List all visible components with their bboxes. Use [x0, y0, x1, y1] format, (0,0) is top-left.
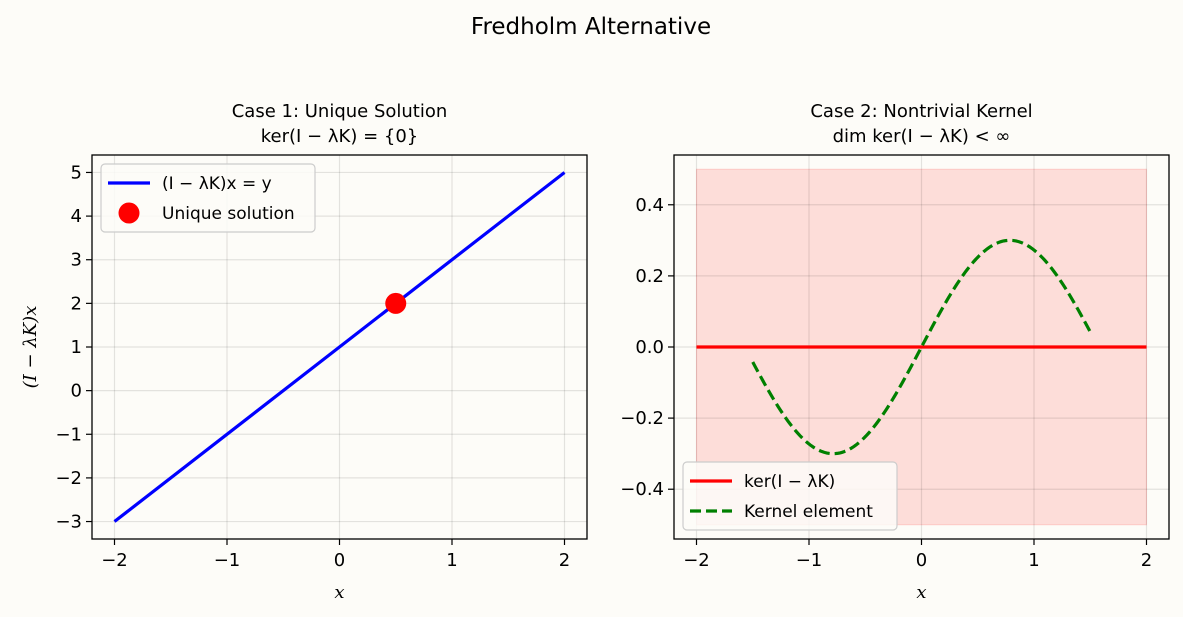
y-tick-label: −0.2	[620, 408, 664, 429]
x-tick-label: 1	[446, 550, 457, 571]
chart-legend: (I − λK)x = y Unique solution	[100, 163, 316, 233]
panel-case1: Case 1: Unique Solution ker(I − λK) = {0}…	[20, 101, 588, 603]
chart-subtitle: ker(I − λK) = {0}	[261, 126, 418, 147]
x-tick-label: 2	[559, 550, 570, 571]
x-tick-label: −2	[683, 550, 710, 571]
y-tick-label: 1	[71, 337, 82, 358]
x-tick-label: 2	[1141, 550, 1152, 571]
y-axis-label: (I − λK)x	[20, 306, 41, 389]
legend-box	[100, 163, 316, 233]
y-tick-label: −0.4	[620, 479, 664, 500]
y-tick-label: −1	[55, 424, 82, 445]
x-axis-label: x	[334, 582, 344, 603]
y-tick-label: −3	[55, 512, 82, 533]
x-tick-label: −1	[214, 550, 241, 571]
series-line	[113, 171, 566, 523]
y-tick-label: 0	[71, 381, 82, 402]
panel-case2: Case 2: Nontrivial Kernel dim ker(I − λK)…	[620, 101, 1170, 603]
legend-label: ker(I − λK)	[744, 472, 835, 492]
y-tick-label: 5	[71, 162, 82, 183]
x-tick-label: 1	[1028, 550, 1039, 571]
legend-box	[682, 461, 898, 531]
legend-label: Kernel element	[744, 502, 873, 522]
legend-label: Unique solution	[162, 204, 295, 224]
y-tick-label: 4	[71, 206, 82, 227]
chart-subtitle: dim ker(I − λK) < ∞	[833, 126, 1011, 147]
x-tick-label: 0	[916, 550, 927, 571]
x-tick-label: 0	[334, 550, 345, 571]
y-tick-label: −2	[55, 468, 82, 489]
kernel-element-curve	[751, 238, 1092, 456]
chart-legend: ker(I − λK) Kernel element	[682, 461, 898, 531]
y-tick-label: 0.4	[635, 195, 664, 216]
x-axis-label: x	[916, 582, 926, 603]
x-tick-label: −1	[796, 550, 823, 571]
chart-title: Case 2: Nontrivial Kernel	[810, 101, 1032, 122]
legend-marker-point	[118, 202, 140, 224]
figure-suptitle: Fredholm Alternative	[471, 14, 711, 40]
y-tick-label: 3	[71, 250, 82, 271]
chart-title: Case 1: Unique Solution	[232, 101, 448, 122]
y-tick-label: 2	[71, 293, 82, 314]
solution-point-marker	[385, 292, 407, 314]
x-tick-label: −2	[101, 550, 128, 571]
legend-label: (I − λK)x = y	[162, 174, 272, 194]
y-tick-label: 0.2	[635, 266, 664, 287]
y-tick-label: 0.0	[635, 337, 664, 358]
